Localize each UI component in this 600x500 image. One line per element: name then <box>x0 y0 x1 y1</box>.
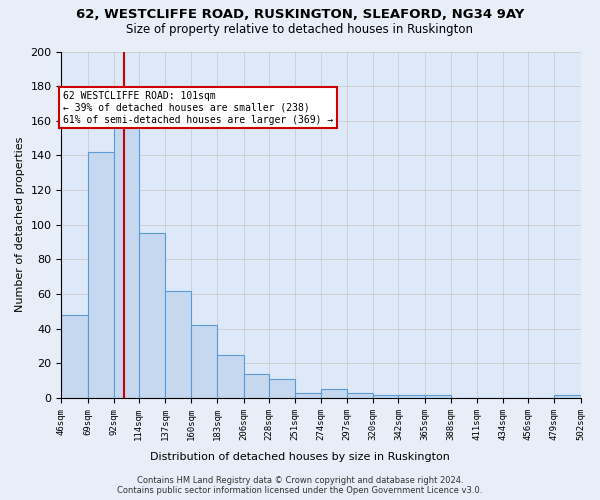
Bar <box>269 379 295 398</box>
Bar <box>321 390 347 398</box>
Text: 62, WESTCLIFFE ROAD, RUSKINGTON, SLEAFORD, NG34 9AY: 62, WESTCLIFFE ROAD, RUSKINGTON, SLEAFOR… <box>76 8 524 20</box>
Bar <box>244 374 269 398</box>
Bar <box>88 152 114 398</box>
Text: Contains HM Land Registry data © Crown copyright and database right 2024.
Contai: Contains HM Land Registry data © Crown c… <box>118 476 482 495</box>
Bar <box>139 234 165 398</box>
Bar <box>114 116 139 398</box>
Bar <box>347 393 373 398</box>
Text: Distribution of detached houses by size in Ruskington: Distribution of detached houses by size … <box>150 452 450 462</box>
Text: 62 WESTCLIFFE ROAD: 101sqm
← 39% of detached houses are smaller (238)
61% of sem: 62 WESTCLIFFE ROAD: 101sqm ← 39% of deta… <box>62 92 333 124</box>
Bar <box>191 326 217 398</box>
Bar <box>295 393 321 398</box>
Bar <box>217 354 244 398</box>
Bar <box>554 394 581 398</box>
Bar <box>425 394 451 398</box>
Y-axis label: Number of detached properties: Number of detached properties <box>15 137 25 312</box>
Bar <box>398 394 425 398</box>
Bar <box>61 315 88 398</box>
Bar <box>165 290 191 398</box>
Bar <box>373 394 398 398</box>
Text: Size of property relative to detached houses in Ruskington: Size of property relative to detached ho… <box>127 22 473 36</box>
